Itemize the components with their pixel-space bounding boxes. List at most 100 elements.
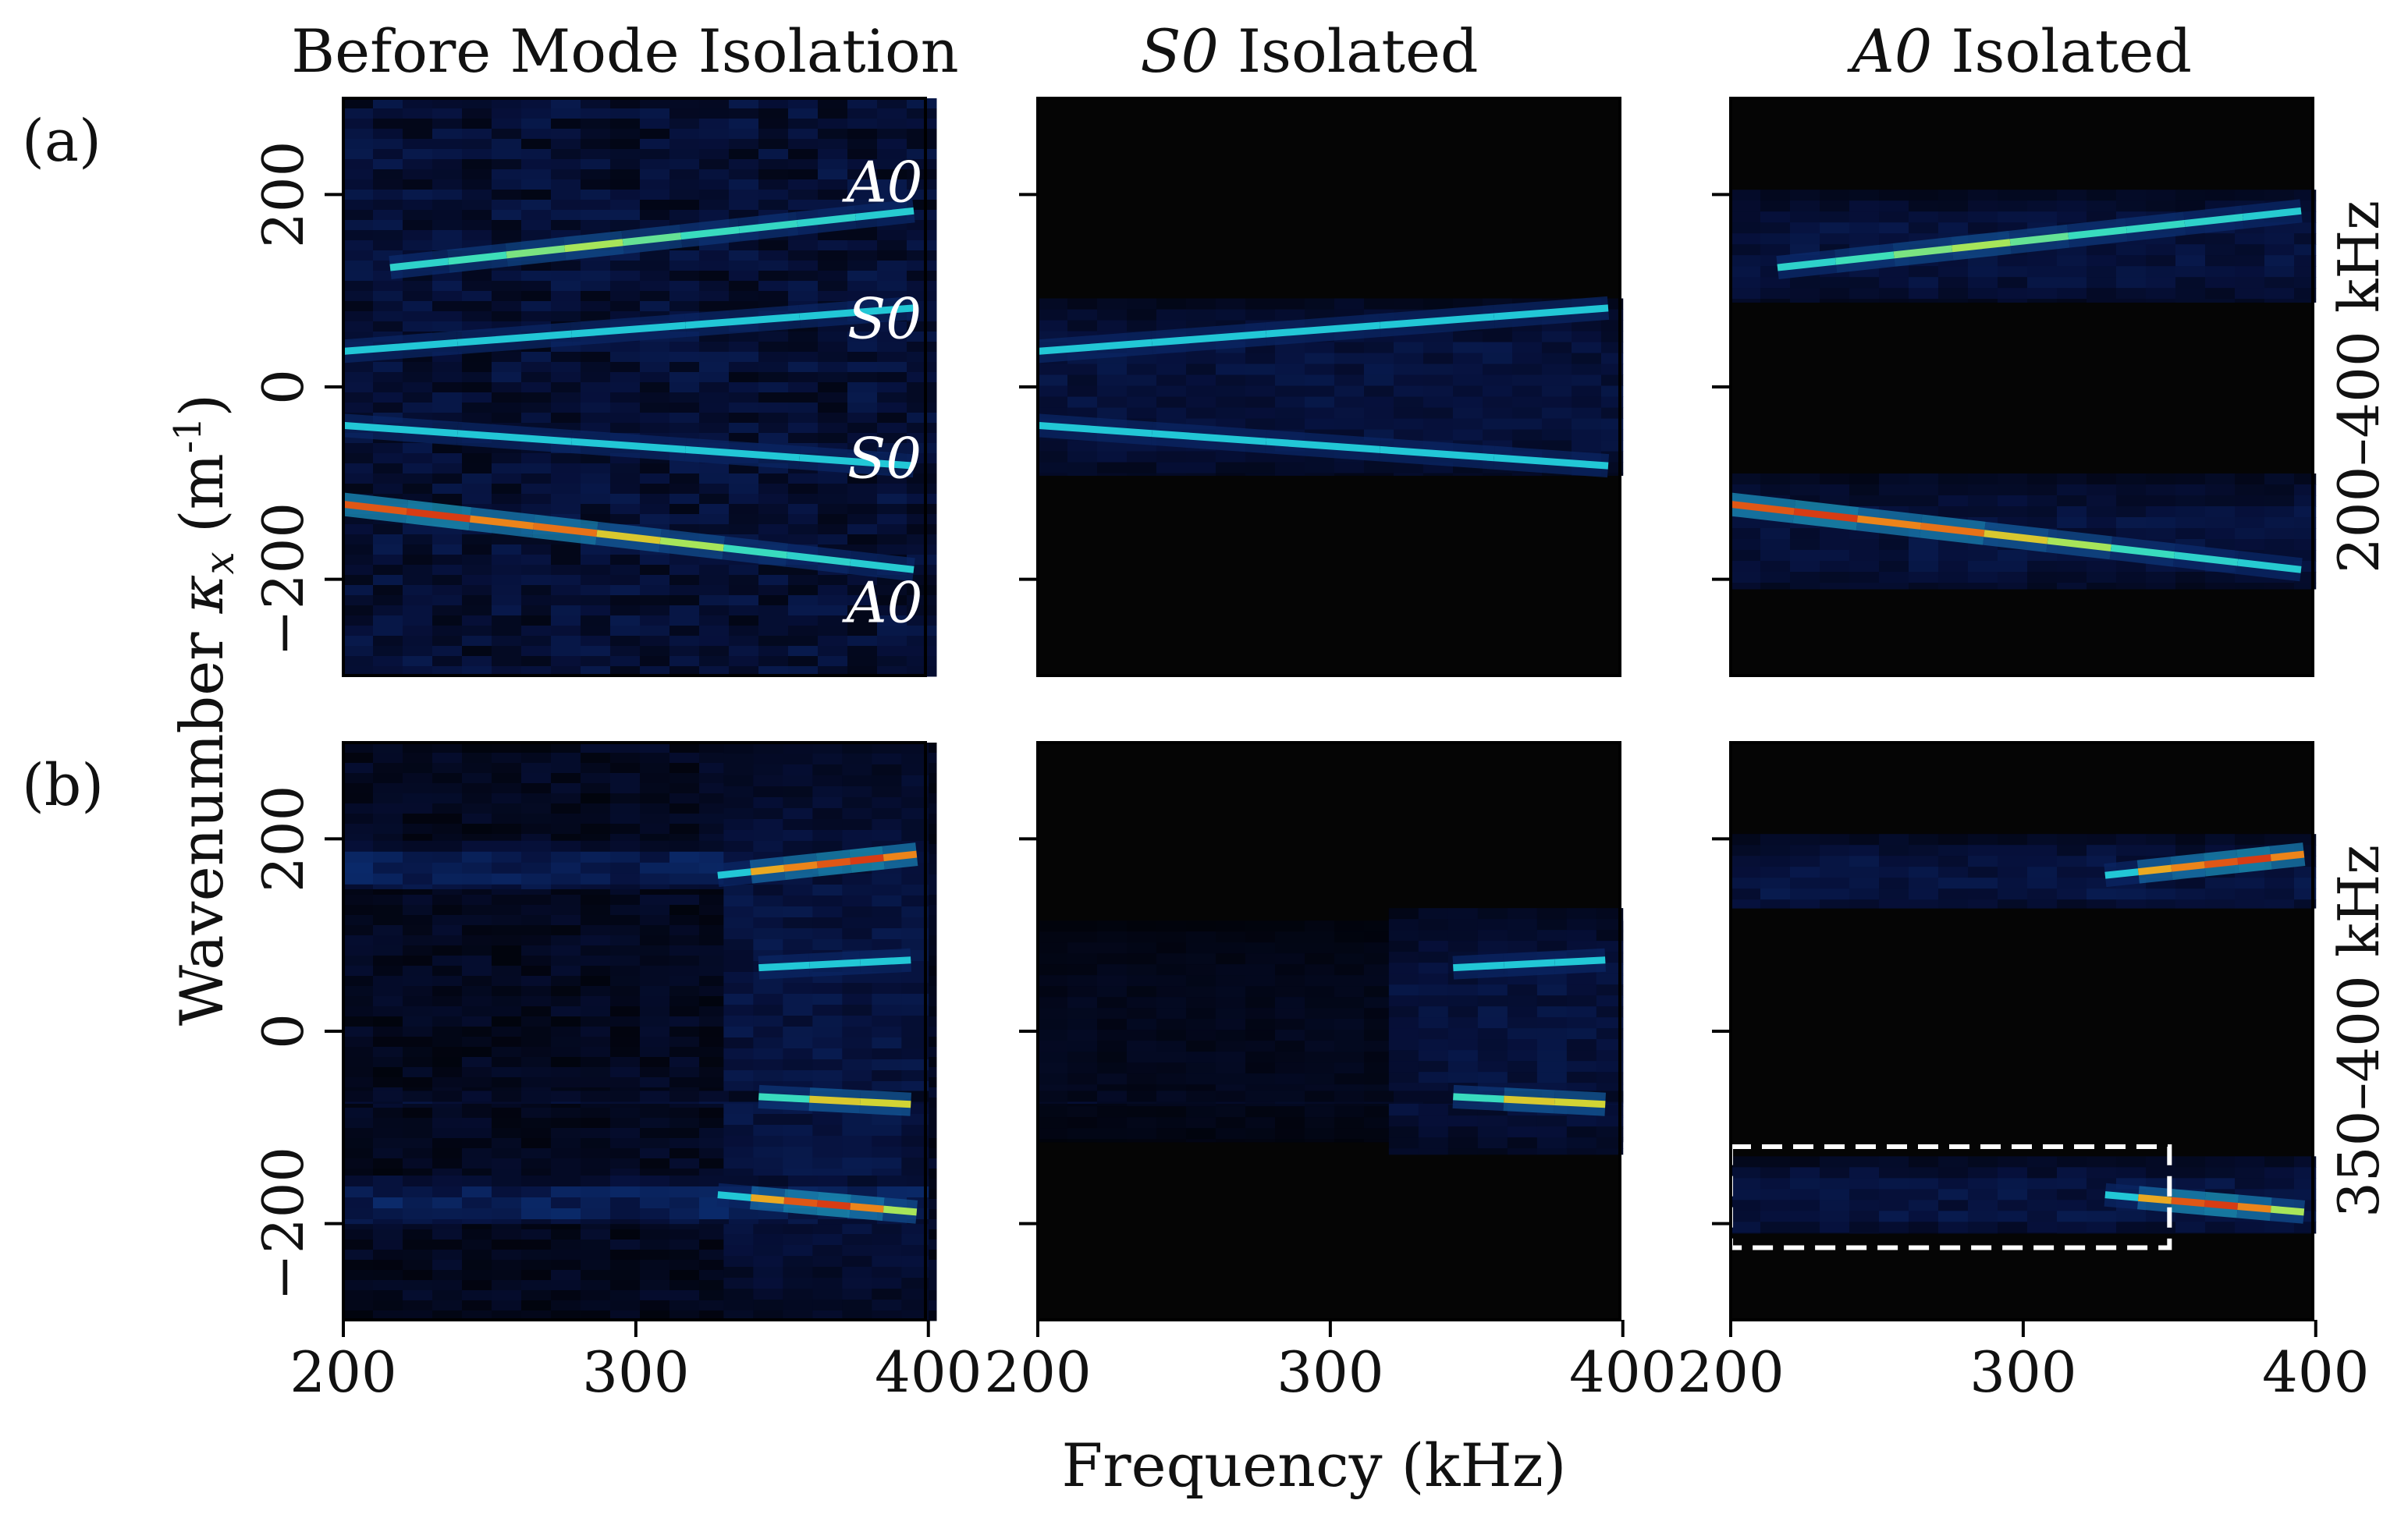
heatmap-cell xyxy=(521,1158,552,1169)
heatmap-cell xyxy=(581,895,611,906)
heatmap-cell xyxy=(432,179,463,190)
heatmap-cell xyxy=(818,1176,848,1187)
heatmap-cell xyxy=(1364,342,1394,354)
heatmap-cell xyxy=(1968,506,1998,518)
heatmap-cell xyxy=(2027,200,2058,212)
heatmap-cell xyxy=(669,763,700,774)
heatmap-cell xyxy=(551,98,581,109)
heatmap-cell xyxy=(669,108,700,119)
heatmap-cell xyxy=(1596,1050,1624,1062)
heatmap-cell xyxy=(2205,878,2236,889)
heatmap-cell xyxy=(812,1125,843,1137)
heatmap-cell xyxy=(462,1148,492,1159)
heatmap-cell xyxy=(1483,396,1513,409)
heatmap-cell xyxy=(783,885,813,896)
heatmap-cell xyxy=(1998,834,2028,846)
heatmap-cell xyxy=(373,1208,403,1220)
heatmap-cell xyxy=(1477,908,1508,920)
heatmap-cell xyxy=(432,895,463,906)
heatmap-cell xyxy=(551,1229,581,1240)
heatmap-cell xyxy=(403,1138,433,1149)
heatmap-cell xyxy=(610,1240,641,1250)
heatmap-cell xyxy=(1998,1200,2028,1211)
heatmap-cell xyxy=(1364,942,1394,954)
heatmap-cell xyxy=(2294,277,2317,289)
heatmap-cell xyxy=(640,1006,670,1017)
heatmap-cell xyxy=(669,423,700,434)
heatmap-cell xyxy=(462,1108,492,1119)
heatmap-cell xyxy=(1186,462,1216,474)
heatmap-cell xyxy=(1038,1106,1068,1118)
heatmap-cell xyxy=(1423,429,1454,442)
heatmap-cell xyxy=(1909,1200,1939,1211)
heatmap-cell xyxy=(1097,462,1128,474)
heatmap-cell xyxy=(1245,942,1276,954)
heatmap-cell xyxy=(2205,528,2236,540)
heatmap-cell xyxy=(723,754,754,765)
heatmap-cell xyxy=(1127,1073,1157,1085)
heatmap-cell xyxy=(2235,1167,2265,1179)
heatmap-cell xyxy=(432,646,463,657)
branch-core xyxy=(2270,1205,2305,1216)
heatmap-cell xyxy=(403,905,433,916)
heatmap-cell xyxy=(373,1250,403,1261)
heatmap-cell xyxy=(2205,299,2236,303)
heatmap-cell xyxy=(2057,845,2087,856)
heatmap-cell xyxy=(1938,288,1969,300)
heatmap-cell xyxy=(1364,1019,1394,1030)
heatmap-cell xyxy=(1596,919,1624,931)
heatmap-cell xyxy=(551,895,581,906)
heatmap-cell xyxy=(2116,1156,2147,1168)
heatmap-cell xyxy=(462,1250,492,1261)
heatmap-cell xyxy=(729,636,759,647)
heatmap-cell xyxy=(699,840,730,853)
heatmap-cell xyxy=(462,1016,492,1027)
heatmap-cell xyxy=(640,862,670,874)
heatmap-cell xyxy=(872,1147,902,1158)
heatmap-cell xyxy=(2087,255,2117,267)
heatmap-cell xyxy=(1305,298,1335,310)
heatmap-cell xyxy=(551,840,581,853)
heatmap-cell xyxy=(877,98,907,109)
heatmap-cell xyxy=(521,544,552,555)
heatmap-cell xyxy=(373,301,403,312)
heatmap-cell xyxy=(551,884,581,889)
heatmap-cell xyxy=(2264,517,2295,529)
heatmap-cell xyxy=(872,1059,902,1071)
heatmap-cell xyxy=(729,119,759,129)
heatmap-cell xyxy=(753,939,783,951)
heatmap-cell xyxy=(1127,986,1157,998)
heatmap-cell xyxy=(1156,1041,1187,1052)
heatmap-cell xyxy=(610,382,641,393)
heatmap-cell xyxy=(1453,342,1483,354)
heatmap-cell xyxy=(2175,506,2206,518)
heatmap-cell xyxy=(432,1300,463,1311)
heatmap-cell xyxy=(1394,364,1424,376)
heatmap-cell xyxy=(1483,374,1513,387)
heatmap-cell xyxy=(373,1128,403,1139)
heatmap-cell xyxy=(699,1118,730,1129)
heatmap-cell xyxy=(581,1138,611,1149)
heatmap-cell xyxy=(2205,834,2236,846)
heatmap-cell xyxy=(758,200,789,211)
heatmap-cell xyxy=(581,311,611,322)
heatmap-cell xyxy=(842,1300,872,1311)
heatmap-cell xyxy=(2146,506,2176,518)
heatmap-cell xyxy=(1038,931,1068,943)
heatmap-cell xyxy=(343,291,374,302)
heatmap-cell xyxy=(758,473,789,484)
heatmap-cell xyxy=(842,1016,872,1027)
heatmap-cell xyxy=(373,840,403,853)
heatmap-cell xyxy=(1038,1101,1068,1104)
heatmap-cell xyxy=(699,403,730,413)
heatmap-cell xyxy=(818,585,848,596)
heatmap-cell xyxy=(1760,211,1791,223)
heatmap-cell xyxy=(1334,396,1365,409)
heatmap-cell xyxy=(551,169,581,180)
heatmap-cell xyxy=(343,98,374,109)
heatmap-cell xyxy=(1364,396,1394,409)
heatmap-cell xyxy=(1968,473,1998,485)
heatmap-cell xyxy=(699,250,730,261)
heatmap-cell xyxy=(343,544,374,555)
heatmap-cell xyxy=(783,1300,813,1311)
